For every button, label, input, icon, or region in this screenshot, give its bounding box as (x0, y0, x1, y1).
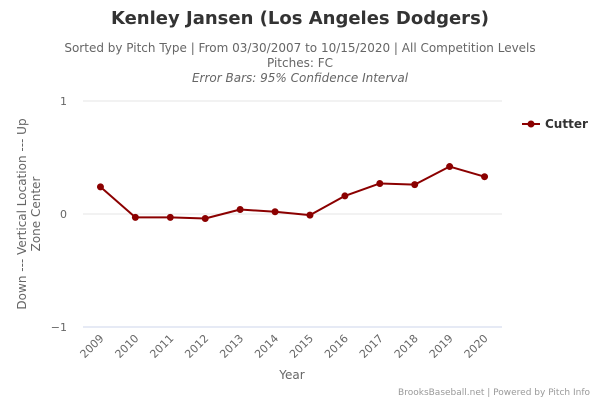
credit-text: BrooksBaseball.net | Powered by Pitch In… (398, 388, 590, 398)
series-line (99, 165, 485, 220)
chart-title: Kenley Jansen (Los Angeles Dodgers) (111, 8, 489, 29)
x-tick-label: 2011 (147, 332, 176, 361)
data-point[interactable] (376, 179, 384, 187)
x-tick-label: 2012 (182, 332, 211, 361)
data-point[interactable] (306, 211, 314, 219)
data-point[interactable] (131, 213, 139, 221)
y-tick-labels: 1 0 −1 (51, 95, 67, 334)
series-cutter (96, 163, 489, 223)
legend-marker-cutter (527, 120, 535, 128)
x-tick-label: 2020 (462, 332, 491, 361)
x-tick-label: 2014 (252, 332, 281, 361)
y-tick-label: 1 (60, 95, 67, 108)
chart-subtitle-pitches: Pitches: FC (267, 56, 333, 70)
data-point[interactable] (166, 213, 174, 221)
y-axis-title-line1: Down --- Vertical Location --- Up (15, 118, 29, 309)
x-tick-label: 2018 (392, 332, 421, 361)
chart-subtitle-error-bars: Error Bars: 95% Confidence Interval (192, 71, 409, 85)
chart-subtitle-filters: Sorted by Pitch Type | From 03/30/2007 t… (64, 41, 535, 55)
data-point[interactable] (341, 192, 349, 200)
x-tick-label: 2017 (357, 332, 386, 361)
data-point[interactable] (446, 163, 454, 171)
data-point[interactable] (96, 183, 104, 191)
x-tick-label: 2010 (113, 332, 142, 361)
data-point[interactable] (236, 205, 244, 213)
x-tick-label: 2013 (217, 332, 246, 361)
legend[interactable]: Cutter (522, 117, 588, 131)
y-tick-label: 0 (60, 208, 67, 221)
x-tick-label: 2009 (78, 332, 107, 361)
x-tick-labels: 2009 2010 2011 2012 2013 2014 2015 2016 2017 2018… (78, 332, 491, 361)
x-tick-label: 2019 (427, 332, 456, 361)
y-axis-title-line2: Zone Center (29, 177, 43, 252)
x-tick-label: 2015 (287, 332, 316, 361)
data-point[interactable] (411, 181, 419, 189)
data-point[interactable] (201, 215, 209, 223)
legend-label-cutter[interactable]: Cutter (545, 117, 588, 131)
data-point[interactable] (271, 208, 279, 216)
x-axis-title: Year (278, 368, 304, 382)
data-point[interactable] (481, 173, 489, 181)
x-tick-label: 2016 (322, 332, 351, 361)
y-tick-label: −1 (51, 321, 67, 334)
